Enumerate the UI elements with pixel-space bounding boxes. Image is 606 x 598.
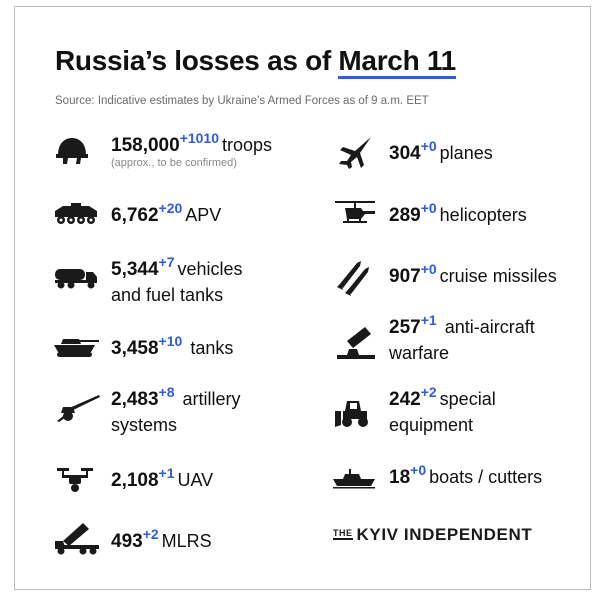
artillery-value: 2,483 bbox=[111, 389, 159, 410]
helicopters-label: helicopters bbox=[439, 205, 527, 225]
vehicles-delta: +7 bbox=[158, 254, 175, 270]
boats-delta: +0 bbox=[410, 462, 427, 478]
drone-icon bbox=[57, 468, 93, 492]
anti-aircraft-icon bbox=[337, 327, 375, 359]
boats-label: boats / cutters bbox=[429, 467, 543, 487]
vehicles-value: 5,344 bbox=[111, 259, 159, 280]
anti-aircraft-value: 257 bbox=[389, 317, 421, 338]
anti-aircraft-delta: +1 bbox=[420, 312, 437, 328]
fuel-truck-icon bbox=[55, 269, 97, 289]
title-prefix: Russia’s losses as of bbox=[55, 45, 339, 76]
item-boats: 18+0 boats / cutters bbox=[389, 462, 543, 491]
tanks-label: tanks bbox=[190, 338, 234, 358]
special-delta: +2 bbox=[420, 384, 437, 400]
item-tanks: 3,458+10 tanks bbox=[111, 333, 234, 362]
brand-logo: THE KYIV INDEPENDENT bbox=[333, 525, 532, 545]
missile-icon bbox=[337, 261, 369, 296]
infographic-card: Russia’s losses as of March 11 Source: I… bbox=[14, 6, 591, 590]
mlrs-icon bbox=[55, 523, 99, 555]
item-uav: 2,108+1 UAV bbox=[111, 465, 214, 494]
helicopters-delta: +0 bbox=[420, 200, 437, 216]
source-note: Source: Indicative estimates by Ukraine’… bbox=[55, 95, 429, 107]
troops-note: (approx., to be confirmed) bbox=[111, 157, 237, 169]
tanks-delta: +10 bbox=[158, 333, 183, 349]
item-apv: 6,762+20 APV bbox=[111, 200, 222, 229]
bulldozer-icon bbox=[335, 401, 368, 427]
helicopter-icon bbox=[335, 201, 375, 223]
brand-name: KYIV INDEPENDENT bbox=[356, 525, 533, 544]
anti-aircraft-label-line2: warfare bbox=[389, 343, 450, 363]
tanks-value: 3,458 bbox=[111, 338, 159, 359]
artillery-label-line2: systems bbox=[111, 415, 178, 435]
apv-value: 6,762 bbox=[111, 205, 159, 226]
artillery-label: artillery bbox=[182, 389, 241, 409]
helmet-icon bbox=[56, 138, 88, 164]
title-date: March 11 bbox=[338, 45, 456, 79]
page-title: Russia’s losses as of March 11 bbox=[55, 45, 456, 79]
missiles-delta: +0 bbox=[420, 261, 437, 277]
vehicles-label: vehicles bbox=[177, 259, 243, 279]
uav-value: 2,108 bbox=[111, 470, 159, 491]
plane-icon bbox=[339, 137, 371, 169]
planes-label: planes bbox=[439, 143, 493, 163]
special-value: 242 bbox=[389, 389, 421, 410]
mlrs-label: MLRS bbox=[161, 531, 212, 551]
uav-delta: +1 bbox=[158, 465, 175, 481]
special-label-line2: equipment bbox=[389, 415, 474, 435]
item-special-equipment: 242+2 special equipment bbox=[389, 384, 496, 438]
artillery-delta: +8 bbox=[158, 384, 175, 400]
boats-value: 18 bbox=[389, 467, 411, 488]
artillery-icon bbox=[57, 395, 100, 422]
item-vehicles: 5,344+7 vehicles and fuel tanks bbox=[111, 254, 243, 308]
apv-icon bbox=[55, 203, 97, 224]
vehicles-label-line2: and fuel tanks bbox=[111, 285, 224, 305]
apv-delta: +20 bbox=[158, 200, 183, 216]
troops-value: 158,000 bbox=[111, 135, 180, 156]
item-troops: 158,000+1010 troops (approx., to be confi… bbox=[111, 130, 273, 169]
mlrs-value: 493 bbox=[111, 531, 143, 552]
planes-delta: +0 bbox=[420, 138, 437, 154]
anti-aircraft-label: anti-aircraft bbox=[444, 317, 535, 337]
boat-icon bbox=[333, 469, 375, 489]
item-artillery: 2,483+8 artillery systems bbox=[111, 384, 241, 438]
helicopters-value: 289 bbox=[389, 205, 421, 226]
uav-label: UAV bbox=[177, 470, 214, 490]
planes-value: 304 bbox=[389, 143, 421, 164]
item-helicopters: 289+0 helicopters bbox=[389, 200, 527, 229]
apv-label: APV bbox=[185, 205, 222, 225]
brand-the: THE bbox=[333, 528, 353, 540]
troops-label: troops bbox=[222, 135, 273, 155]
item-mlrs: 493+2 MLRS bbox=[111, 526, 212, 555]
mlrs-delta: +2 bbox=[142, 526, 159, 542]
item-planes: 304+0 planes bbox=[389, 138, 493, 167]
troops-delta: +1010 bbox=[179, 130, 220, 146]
item-cruise-missiles: 907+0 cruise missiles bbox=[389, 261, 557, 290]
missiles-value: 907 bbox=[389, 266, 421, 287]
tank-icon bbox=[54, 339, 99, 357]
missiles-label: cruise missiles bbox=[439, 266, 557, 286]
special-label: special bbox=[439, 389, 496, 409]
item-anti-aircraft: 257+1 anti-aircraft warfare bbox=[389, 312, 535, 366]
